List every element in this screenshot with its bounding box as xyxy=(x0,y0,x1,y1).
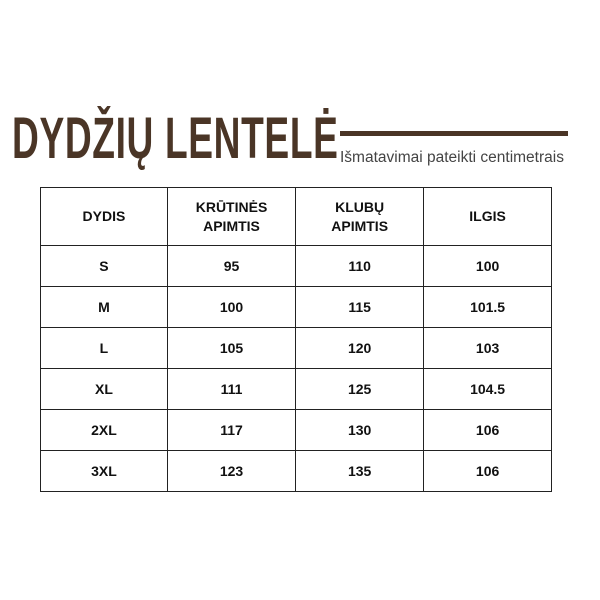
cell-hips: 125 xyxy=(295,368,425,410)
cell-hips: 135 xyxy=(295,450,425,492)
table-row: S 95 110 100 xyxy=(40,245,552,287)
cell-chest: 111 xyxy=(166,368,297,410)
size-table: DYDIS KRŪTINĖS APIMTIS KLUBŲ APIMTIS ILGIS… xyxy=(40,187,552,492)
cell-length: 106 xyxy=(423,450,552,492)
cell-chest: 105 xyxy=(166,327,297,369)
table-row: 3XL 123 135 106 xyxy=(40,450,552,492)
cell-hips: 120 xyxy=(295,327,425,369)
header-chest: KRŪTINĖS APIMTIS xyxy=(166,187,297,246)
cell-chest: 123 xyxy=(166,450,297,492)
cell-size: 3XL xyxy=(40,450,168,492)
title-divider xyxy=(340,131,568,136)
cell-chest: 117 xyxy=(166,409,297,451)
cell-size: M xyxy=(40,286,168,328)
cell-size: XL xyxy=(40,368,168,410)
table-row: 2XL 117 130 106 xyxy=(40,409,552,451)
header-length: ILGIS xyxy=(423,187,552,246)
table-row: XL 111 125 104.5 xyxy=(40,368,552,410)
header-hips: KLUBŲ APIMTIS xyxy=(295,187,425,246)
cell-hips: 110 xyxy=(295,245,425,287)
cell-length: 103 xyxy=(423,327,552,369)
subtitle: Išmatavimai pateikti centimetrais xyxy=(340,149,564,166)
cell-hips: 115 xyxy=(295,286,425,328)
cell-length: 106 xyxy=(423,409,552,451)
table-row: M 100 115 101.5 xyxy=(40,286,552,328)
cell-length: 100 xyxy=(423,245,552,287)
header-row: DYDIS KRŪTINĖS APIMTIS KLUBŲ APIMTIS ILGIS xyxy=(40,187,552,246)
table-row: L 105 120 103 xyxy=(40,327,552,369)
cell-size: S xyxy=(40,245,168,287)
cell-length: 101.5 xyxy=(423,286,552,328)
header-size: DYDIS xyxy=(40,187,168,246)
cell-length: 104.5 xyxy=(423,368,552,410)
cell-chest: 100 xyxy=(166,286,297,328)
cell-hips: 130 xyxy=(295,409,425,451)
page-title: DYDŽIŲ LENTELĖ xyxy=(12,106,339,171)
cell-size: 2XL xyxy=(40,409,168,451)
cell-size: L xyxy=(40,327,168,369)
cell-chest: 95 xyxy=(166,245,297,287)
